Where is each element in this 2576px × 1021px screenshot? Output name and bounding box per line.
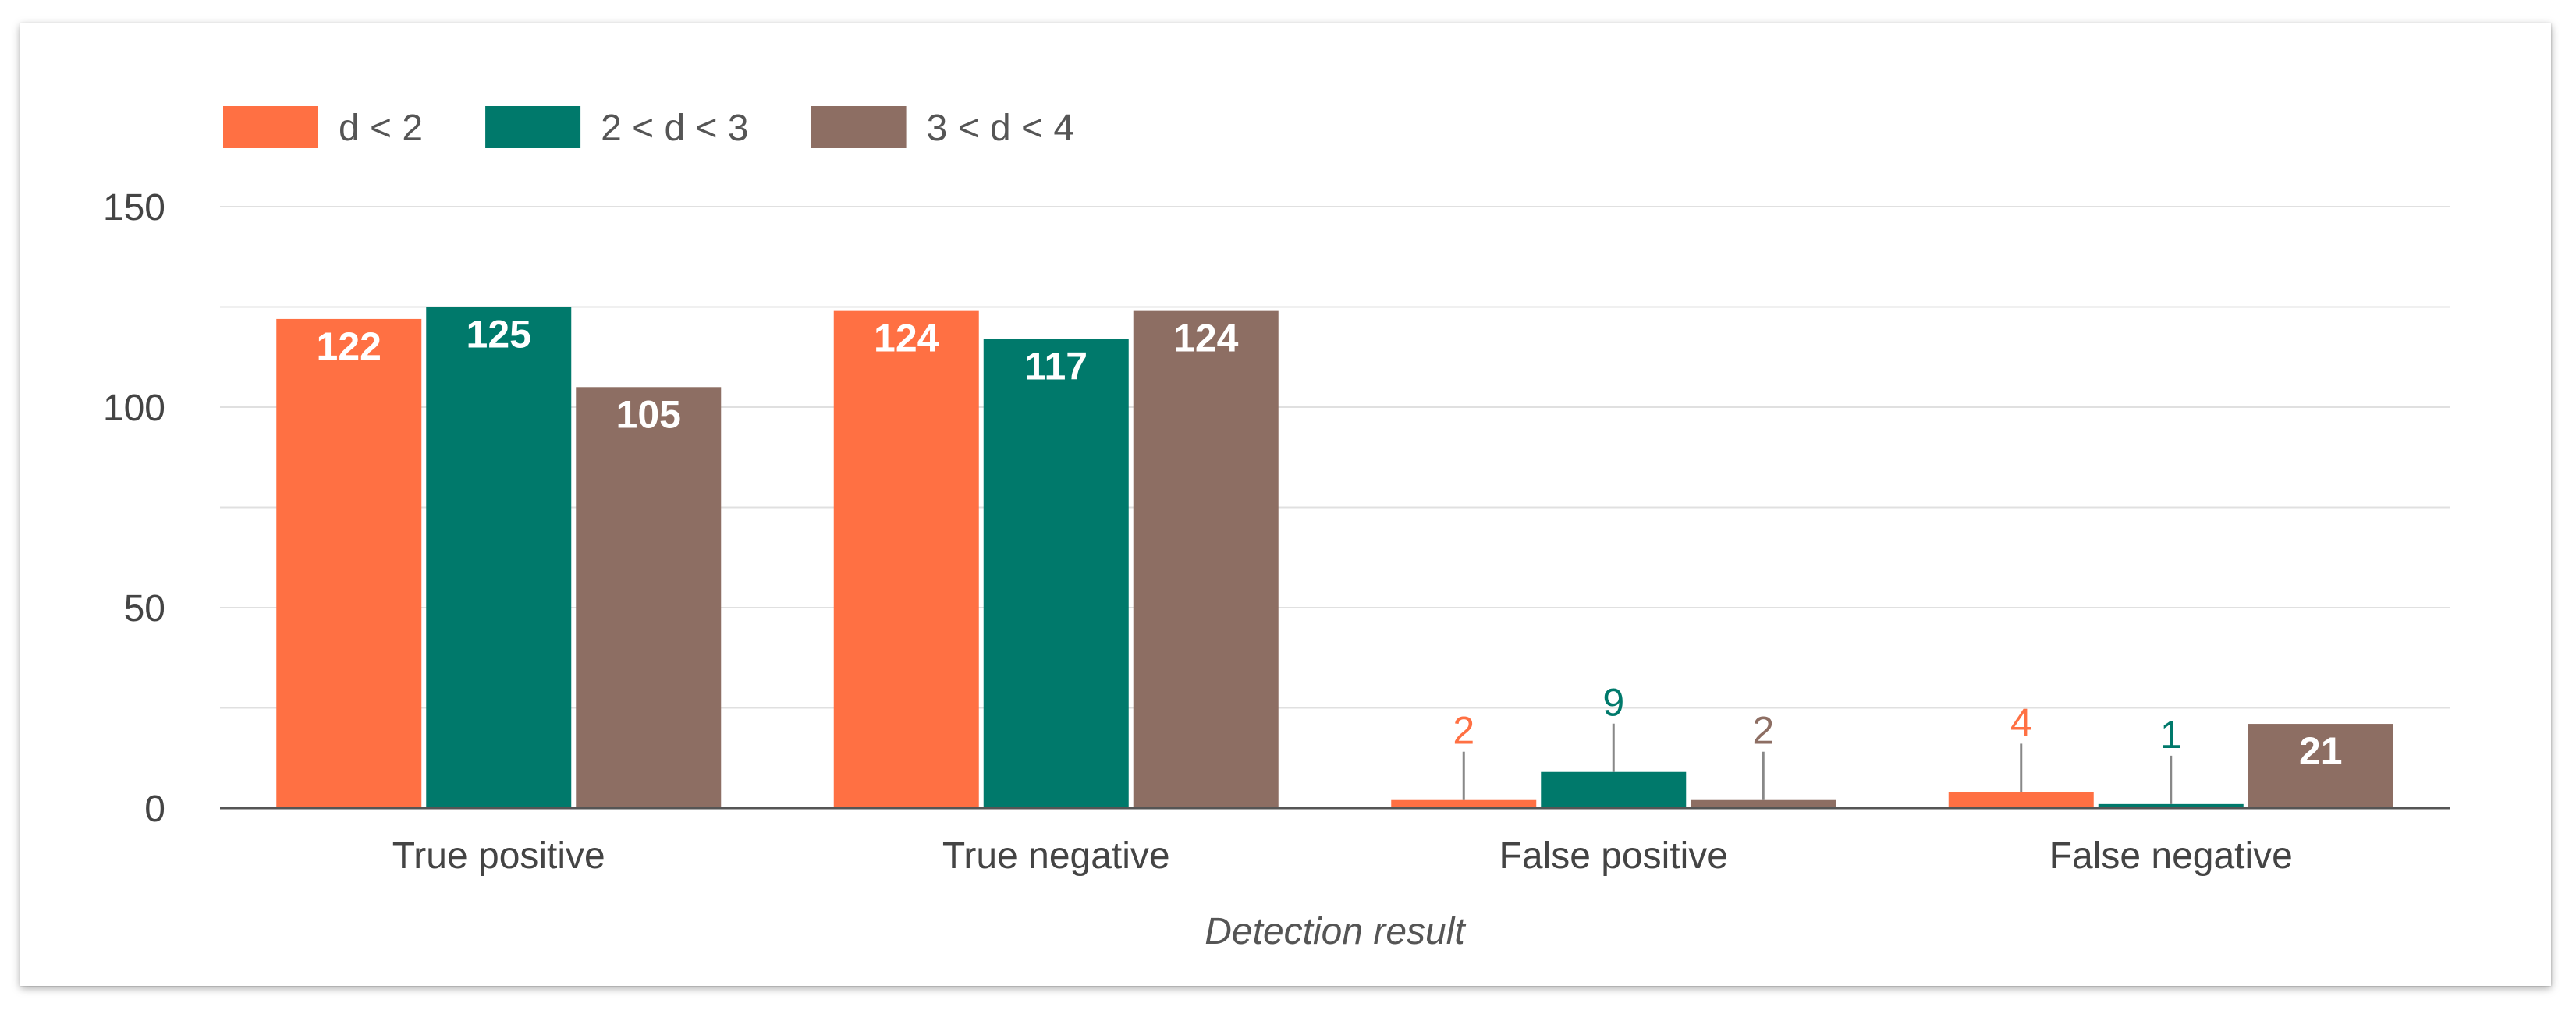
data-label: 9 [1602, 681, 1624, 725]
y-tick-label: 0 [144, 789, 165, 830]
bar [983, 339, 1129, 808]
legend-item[interactable]: 3 < d < 4 [811, 106, 1075, 149]
data-label: 21 [2299, 729, 2343, 773]
bar-chart: 0 50 100 150 122 125 105 124 117 124 2 9 2 4 1 21 True… [103, 106, 2450, 952]
y-tick-label: 50 [124, 588, 165, 629]
data-label: 122 [317, 324, 381, 368]
legend-swatch [811, 106, 907, 148]
x-tick-label: True negative [942, 835, 1170, 877]
y-axis-ticks: 0 50 100 150 [103, 187, 165, 830]
x-axis-title: Detection result [1205, 911, 1466, 952]
bar [1948, 792, 2094, 808]
y-tick-label: 100 [103, 388, 165, 429]
data-label: 124 [874, 317, 939, 360]
legend-label: d < 2 [339, 108, 423, 149]
legend-swatch [223, 106, 318, 148]
x-tick-label: False negative [2049, 835, 2293, 877]
legend-label: 2 < d < 3 [601, 108, 749, 149]
bar [1391, 799, 1537, 808]
legend-swatch [485, 106, 581, 148]
data-label: 125 [467, 313, 531, 356]
y-tick-label: 150 [103, 187, 165, 229]
bar [2098, 803, 2244, 808]
legend-item[interactable]: 2 < d < 3 [485, 106, 749, 149]
bar [1691, 799, 1836, 808]
data-label: 117 [1024, 345, 1088, 388]
data-labels: 122 125 105 124 117 124 2 9 2 4 1 21 [317, 313, 2343, 804]
legend-item[interactable]: d < 2 [223, 106, 423, 149]
bars [276, 307, 2393, 808]
bar [276, 318, 422, 808]
bar [2248, 724, 2393, 808]
data-label: 105 [616, 392, 681, 436]
bar [833, 310, 979, 808]
legend-label: 3 < d < 4 [927, 108, 1075, 149]
bar [576, 387, 722, 808]
bar [1133, 310, 1279, 808]
data-label: 4 [2010, 700, 2032, 744]
bar [426, 307, 572, 808]
data-label: 2 [1453, 709, 1474, 753]
x-tick-label: True positive [392, 835, 605, 877]
bar [1541, 771, 1687, 808]
x-tick-label: False positive [1499, 835, 1728, 877]
data-label: 2 [1752, 709, 1774, 753]
legend: d < 2 2 < d < 3 3 < d < 4 [223, 106, 1074, 149]
x-axis-ticks: True positive True negative False positive… [392, 835, 2293, 877]
data-label: 1 [2160, 713, 2182, 757]
chart-card: 0 50 100 150 122 125 105 124 117 124 2 9 2 4 1 21 True… [20, 23, 2551, 986]
data-label: 124 [1173, 317, 1239, 360]
